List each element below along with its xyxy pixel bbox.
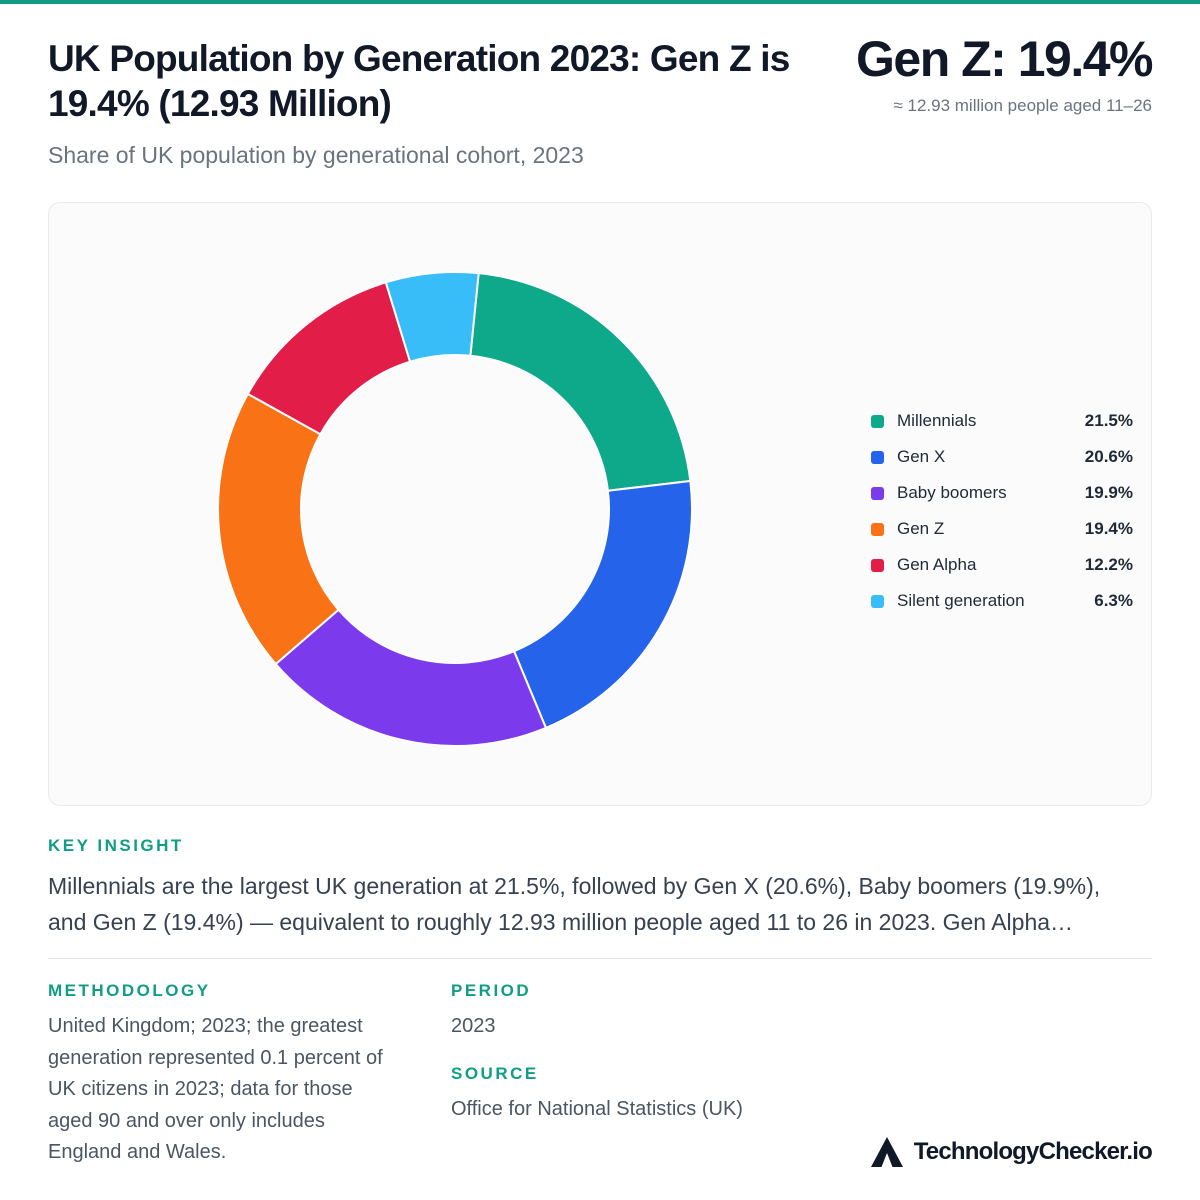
donut-chart: [217, 271, 693, 747]
key-insight-line-1: Millennials are the largest UK generatio…: [48, 873, 1101, 899]
legend-swatch: [871, 414, 884, 428]
methodology-label: METHODOLOGY: [48, 981, 211, 1000]
legend-value: 6.3%: [1094, 591, 1133, 610]
source-label: SOURCE: [451, 1064, 539, 1083]
legend-label: Gen Z: [897, 519, 945, 538]
legend-label: Gen Alpha: [897, 555, 977, 574]
key-insight-text: Millennials are the largest UK generatio…: [48, 868, 1152, 940]
methodology-line: UK citizens in 2023; data for those: [48, 1078, 353, 1100]
methodology-line: United Kingdom; 2023; the greatest: [48, 1015, 363, 1037]
page-title: UK Population by Generation 2023: Gen Z …: [48, 38, 790, 124]
source-value: Office for National Statistics (UK): [451, 1098, 743, 1120]
headline-stat: Gen Z: 19.4%: [856, 31, 1154, 87]
headline-stat-note: ≈ 12.93 million people aged 11–26: [893, 96, 1152, 115]
chart-legend: Millennials 21.5% Gen X 20.6% Baby boomers 19…: [871, 403, 1133, 619]
key-insight-label: KEY INSIGHT: [48, 836, 184, 855]
methodology-line: England and Wales.: [48, 1141, 227, 1163]
legend-value: 20.6%: [1084, 447, 1133, 466]
legend-item: Millennials 21.5%: [871, 403, 1133, 439]
legend-label: Gen X: [897, 447, 946, 466]
section-divider: [48, 958, 1152, 959]
methodology-line: aged 90 and over only includes: [48, 1109, 325, 1132]
legend-swatch: [871, 594, 884, 608]
chart-card: Millennials 21.5% Gen X 20.6% Baby boomers 19…: [48, 202, 1152, 806]
legend-value: 19.4%: [1084, 519, 1133, 538]
legend-item: Gen Z 19.4%: [871, 511, 1133, 547]
methodology-text: United Kingdom; 2023; the greatest gener…: [48, 1011, 428, 1169]
legend-value: 12.2%: [1084, 555, 1133, 574]
donut-slice-baby-boomers[interactable]: [274, 608, 548, 747]
legend-item: Gen Alpha 12.2%: [871, 547, 1133, 583]
legend-swatch: [871, 450, 884, 464]
legend-swatch: [871, 522, 884, 536]
brand-triangle-icon: [870, 1137, 903, 1167]
legend-item: Baby boomers 19.9%: [871, 475, 1133, 511]
top-accent-bar: [0, 0, 1200, 4]
legend-item: Silent generation 6.3%: [871, 583, 1133, 619]
methodology-line: generation represented 0.1 percent of: [48, 1046, 383, 1069]
key-insight-line-2: and Gen Z (19.4%) — equivalent to roughl…: [48, 909, 1074, 935]
legend-label: Millennials: [897, 411, 977, 430]
donut-slice-gen-x[interactable]: [512, 479, 693, 730]
legend-swatch: [871, 486, 884, 500]
period-value: 2023: [451, 1015, 496, 1037]
brand-name: TechnologyChecker.io: [913, 1138, 1153, 1165]
period-label: PERIOD: [451, 981, 532, 1000]
page-subtitle: Share of UK population by generational c…: [48, 142, 584, 168]
brand-logo[interactable]: TechnologyChecker.io: [870, 1136, 1153, 1168]
legend-item: Gen X 20.6%: [871, 439, 1133, 475]
legend-swatch: [871, 558, 884, 572]
legend-value: 21.5%: [1084, 411, 1133, 430]
legend-label: Silent generation: [897, 591, 1025, 610]
donut-slice-silent-generation[interactable]: [384, 271, 480, 363]
legend-value: 19.9%: [1084, 483, 1133, 502]
legend-label: Baby boomers: [897, 483, 1007, 502]
donut-slice-millennials[interactable]: [469, 272, 692, 492]
